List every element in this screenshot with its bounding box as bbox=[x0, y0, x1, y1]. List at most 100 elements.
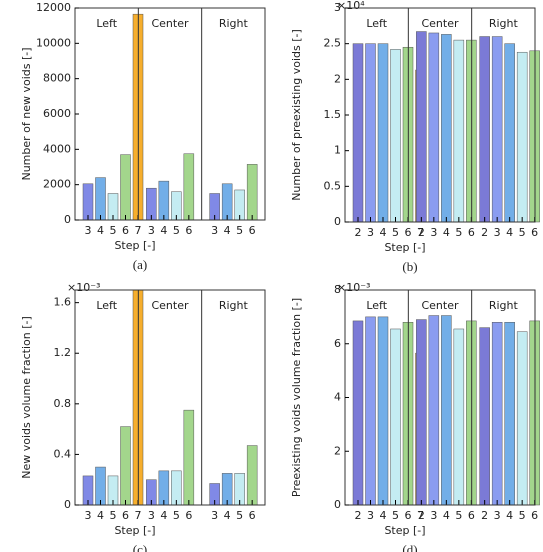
x-tick-label: 4 bbox=[380, 226, 387, 239]
y-tick-label: 6 bbox=[334, 337, 341, 350]
panel-label: Left bbox=[366, 17, 387, 30]
x-tick-label: 6 bbox=[122, 224, 129, 237]
x-tick-label: 6 bbox=[185, 509, 192, 522]
bar bbox=[390, 328, 401, 506]
bar bbox=[516, 51, 528, 223]
x-tick-label: 6 bbox=[531, 509, 538, 522]
x-tick-label: 4 bbox=[506, 226, 513, 239]
caption: (b) bbox=[402, 259, 417, 274]
x-tick-label: 3 bbox=[211, 509, 218, 522]
bar bbox=[491, 36, 503, 223]
x-tick-label: 6 bbox=[249, 224, 256, 237]
x-tick-label: 3 bbox=[148, 509, 155, 522]
plot-frame bbox=[74, 289, 266, 506]
bar bbox=[504, 322, 515, 506]
y-tick-label: 0 bbox=[64, 213, 71, 226]
bar bbox=[365, 316, 376, 506]
y-axis-title: Number of new voids [-] bbox=[20, 47, 33, 180]
x-tick-label: 3 bbox=[494, 509, 501, 522]
bar bbox=[352, 43, 364, 223]
x-tick-label: 5 bbox=[173, 509, 180, 522]
bar bbox=[365, 43, 376, 223]
x-tick-label: 7 bbox=[135, 509, 142, 522]
x-tick-label: 5 bbox=[392, 509, 399, 522]
x-tick-label: 4 bbox=[224, 509, 231, 522]
y-tick-label: 8 bbox=[334, 283, 341, 296]
x-tick-label: 5 bbox=[519, 226, 526, 239]
bar bbox=[504, 43, 515, 223]
bar bbox=[416, 319, 427, 506]
panel-label: Center bbox=[151, 299, 189, 312]
x-tick-label: 2 bbox=[481, 226, 488, 239]
x-tick-label: 2 bbox=[418, 226, 425, 239]
y-axis-title: New voids volume fraction [-] bbox=[20, 316, 33, 479]
bar bbox=[158, 180, 170, 221]
panel-label: Right bbox=[219, 17, 249, 30]
bar bbox=[120, 154, 131, 221]
x-tick-label: 4 bbox=[97, 509, 104, 522]
caption: (d) bbox=[402, 542, 417, 552]
x-tick-label: 5 bbox=[236, 509, 243, 522]
y-tick-label: 4 bbox=[334, 391, 341, 404]
bar bbox=[377, 43, 389, 223]
x-tick-label: 2 bbox=[355, 226, 362, 239]
x-tick-label: 3 bbox=[367, 226, 374, 239]
x-axis-title: Step [-] bbox=[114, 524, 155, 537]
caption: (c) bbox=[133, 542, 147, 552]
bar bbox=[246, 445, 258, 506]
x-tick-label: 5 bbox=[110, 224, 117, 237]
y-tick-label: 0.5 bbox=[324, 179, 342, 192]
x-tick-label: 4 bbox=[97, 224, 104, 237]
y-tick-label: 0.4 bbox=[54, 447, 72, 460]
bar bbox=[352, 320, 364, 506]
x-tick-label: 3 bbox=[85, 509, 92, 522]
x-tick-label: 6 bbox=[122, 509, 129, 522]
axis-exponent: ×10⁴ bbox=[337, 0, 365, 12]
x-tick-label: 6 bbox=[405, 509, 412, 522]
y-axis-title: Preexisting voids volume fraction [-] bbox=[290, 298, 303, 497]
bar bbox=[390, 49, 401, 223]
x-tick-label: 5 bbox=[519, 509, 526, 522]
x-tick-label: 6 bbox=[531, 226, 538, 239]
bar bbox=[120, 426, 131, 506]
axis-exponent: ×10⁻³ bbox=[67, 281, 100, 294]
bar bbox=[453, 328, 465, 506]
y-tick-label: 2 bbox=[334, 444, 341, 457]
panel-label: Right bbox=[489, 299, 519, 312]
bar bbox=[441, 315, 452, 506]
y-axis-title: Number of preexisting voids [-] bbox=[290, 29, 303, 201]
bar bbox=[491, 322, 503, 506]
x-tick-label: 3 bbox=[211, 224, 218, 237]
x-tick-label: 6 bbox=[185, 224, 192, 237]
x-tick-label: 6 bbox=[468, 226, 475, 239]
y-tick-label: 1.5 bbox=[324, 108, 342, 121]
x-tick-label: 3 bbox=[430, 226, 437, 239]
y-tick-label: 0.8 bbox=[54, 397, 72, 410]
x-tick-label: 5 bbox=[392, 226, 399, 239]
x-tick-label: 5 bbox=[110, 509, 117, 522]
bar bbox=[428, 315, 440, 506]
x-tick-label: 3 bbox=[430, 509, 437, 522]
bar bbox=[428, 32, 440, 223]
bar bbox=[479, 36, 490, 223]
bar bbox=[453, 39, 465, 223]
x-tick-label: 4 bbox=[443, 509, 450, 522]
y-tick-label: 8000 bbox=[43, 72, 71, 85]
x-tick-label: 3 bbox=[148, 224, 155, 237]
bar bbox=[246, 164, 258, 221]
x-tick-label: 4 bbox=[160, 224, 167, 237]
x-axis-title: Step [-] bbox=[384, 241, 425, 254]
x-axis-title: Step [-] bbox=[114, 239, 155, 252]
x-tick-label: 4 bbox=[443, 226, 450, 239]
bar bbox=[95, 177, 106, 221]
y-tick-label: 3 bbox=[334, 1, 341, 14]
bar bbox=[441, 34, 452, 223]
bar bbox=[158, 470, 170, 506]
panel-label: Center bbox=[151, 17, 189, 30]
y-tick-label: 2 bbox=[334, 72, 341, 85]
x-tick-label: 4 bbox=[160, 509, 167, 522]
x-tick-label: 3 bbox=[367, 509, 374, 522]
x-tick-label: 6 bbox=[405, 226, 412, 239]
caption: (a) bbox=[133, 257, 147, 272]
